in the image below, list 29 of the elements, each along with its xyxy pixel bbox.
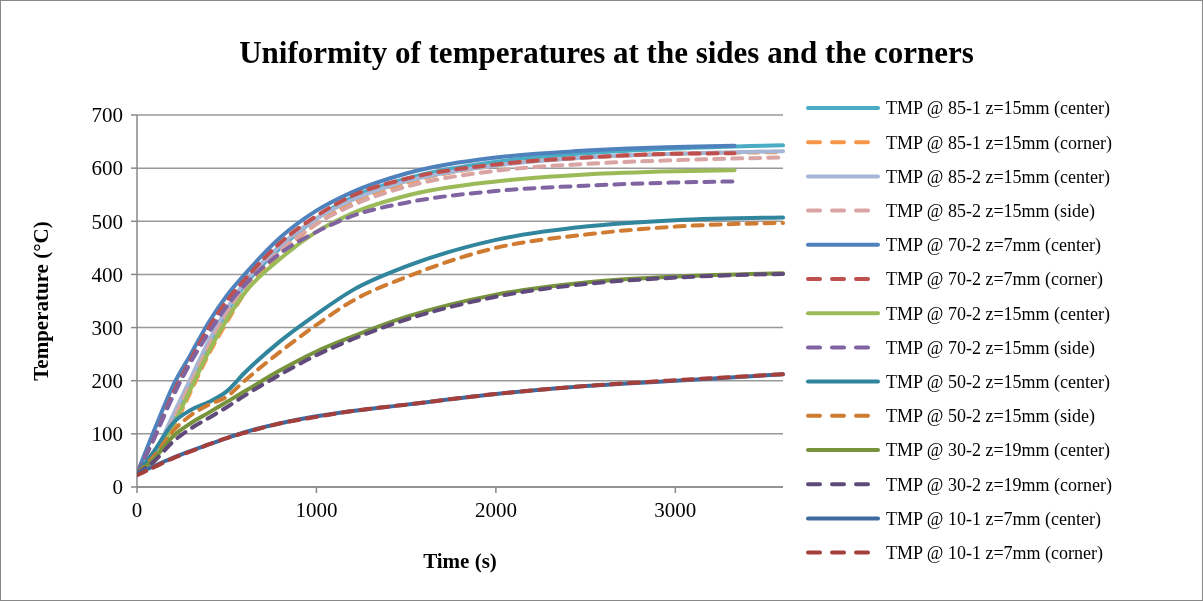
- legend-label: TMP @ 70-2 z=7mm (corner): [886, 269, 1104, 291]
- legend-label: TMP @ 70-2 z=7mm (center): [886, 235, 1102, 257]
- y-axis-title: Temperature (°C): [29, 221, 53, 381]
- legend-label: TMP @ 30-2 z=19mm (corner): [886, 474, 1113, 496]
- y-tick-label: 700: [91, 103, 123, 128]
- x-axis-title: Time (s): [423, 549, 497, 573]
- legend-label: TMP @ 50-2 z=15mm (side): [886, 406, 1096, 428]
- y-tick-label: 300: [91, 315, 123, 340]
- y-tick-label: 600: [91, 156, 123, 181]
- y-tick-label: 0: [112, 475, 123, 500]
- y-tick-label: 500: [91, 209, 123, 234]
- y-tick-label: 100: [91, 422, 123, 447]
- legend-label: TMP @ 10-1 z=7mm (corner): [886, 542, 1104, 564]
- legend-label: TMP @ 30-2 z=19mm (center): [886, 440, 1111, 462]
- legend-label: TMP @ 70-2 z=15mm (side): [886, 337, 1096, 359]
- legend-label: TMP @ 10-1 z=7mm (center): [886, 508, 1102, 530]
- legend-label: TMP @ 85-2 z=15mm (center): [886, 166, 1111, 188]
- legend-label: TMP @ 85-2 z=15mm (side): [886, 200, 1096, 222]
- legend-label: TMP @ 85-1 z=15mm (center): [886, 98, 1111, 120]
- legend-label: TMP @ 85-1 z=15mm (corner): [886, 132, 1113, 154]
- x-tick-label: 1000: [295, 498, 338, 522]
- x-tick-label: 2000: [474, 498, 517, 522]
- y-tick-label: 400: [91, 262, 123, 287]
- chart-title: Uniformity of temperatures at the sides and the corners: [239, 35, 974, 70]
- legend-label: TMP @ 70-2 z=15mm (center): [886, 303, 1111, 325]
- y-tick-label: 200: [91, 369, 123, 394]
- x-tick-label: 3000: [654, 498, 697, 522]
- x-tick-label: 0: [131, 498, 143, 522]
- legend-label: TMP @ 50-2 z=15mm (center): [886, 371, 1111, 393]
